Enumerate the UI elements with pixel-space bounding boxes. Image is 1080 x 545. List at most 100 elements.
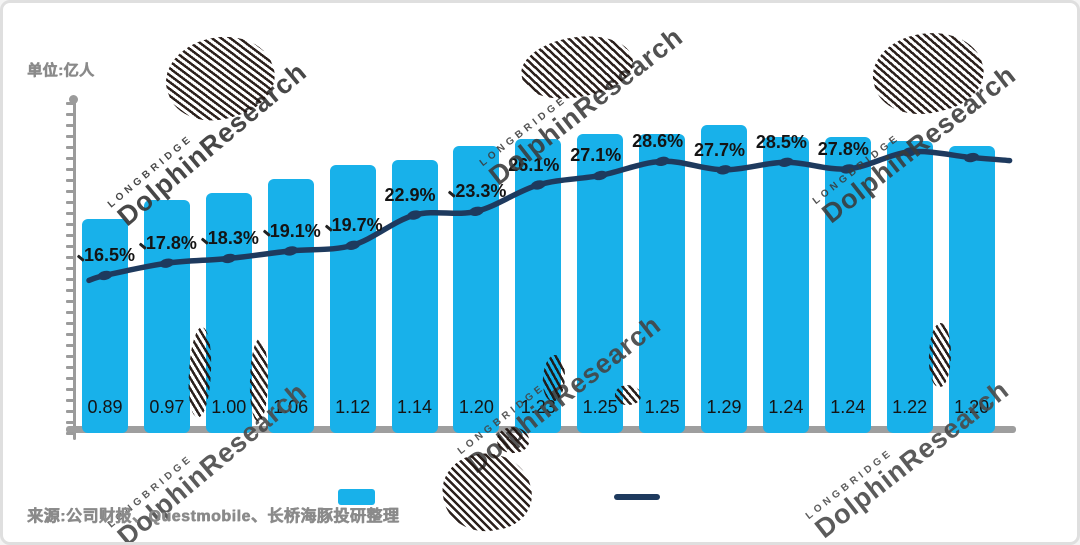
line-point-label: 22.9%	[384, 185, 436, 206]
y-axis-tick	[66, 333, 74, 336]
y-axis-tick	[66, 168, 74, 171]
line-point-label: 19.7%	[323, 215, 383, 236]
bar-value-label: 0.89	[87, 397, 123, 417]
bar	[886, 141, 933, 433]
y-axis-tick	[66, 344, 74, 347]
line-point-marker	[778, 157, 794, 167]
y-axis	[73, 98, 76, 440]
line-point-label: 23.3%	[446, 181, 506, 202]
line-point-label: 17.8%	[137, 233, 197, 254]
source-text: 来源:公司财报、Questmobile、长桥海豚投研整理	[27, 508, 400, 525]
y-axis-tick	[66, 135, 74, 138]
y-axis-tick	[66, 377, 74, 380]
y-axis-tick	[66, 102, 74, 105]
y-axis-tick	[66, 322, 74, 325]
line-point-label: 18.3%	[199, 228, 259, 249]
line-point-marker	[840, 164, 856, 174]
line-point-marker	[530, 180, 546, 190]
line-point-marker	[221, 253, 237, 264]
bar-value-label: 1.12	[335, 397, 371, 417]
label-tick-artifact	[324, 224, 333, 232]
y-axis-tick	[66, 300, 74, 303]
trend-line	[86, 147, 1013, 284]
bar	[577, 134, 624, 433]
y-axis-tick	[66, 234, 74, 237]
bar	[762, 136, 809, 433]
label-tick-artifact	[138, 242, 147, 250]
legend-bar-swatch	[338, 489, 375, 505]
bar	[143, 200, 190, 433]
bar-value-label: 1.14	[396, 397, 433, 417]
line-point-label: 28.5%	[755, 132, 807, 153]
bar-value-label: 1.29	[706, 397, 742, 417]
unit-label: 单位:亿人	[27, 62, 95, 79]
line-point-label: 26.1%	[508, 154, 560, 175]
line-point-marker	[345, 240, 360, 250]
line-point-label: 27.8%	[817, 138, 869, 159]
line-point-label: 27.7%	[694, 139, 746, 160]
line-point-label: 28.6%	[632, 131, 684, 152]
y-axis-tick	[66, 432, 74, 435]
line-point-marker	[97, 270, 113, 281]
bar-value-label: 1.25	[644, 397, 680, 417]
line-point-marker	[159, 258, 175, 268]
bar	[391, 160, 438, 433]
bar	[205, 193, 252, 433]
line-point-marker	[964, 152, 979, 163]
y-axis-tick	[66, 256, 74, 259]
bar-value-label: 1.00	[211, 397, 247, 417]
line-point-marker	[654, 156, 670, 167]
y-axis-tick	[66, 399, 74, 402]
y-axis-tick	[66, 113, 74, 116]
label-tick-artifact	[448, 190, 457, 198]
line-point-marker	[592, 170, 608, 181]
line-point-marker	[469, 206, 484, 216]
label-tick-artifact	[200, 237, 209, 245]
bar-value-label: 1.25	[582, 397, 618, 417]
label-tick-artifact	[77, 254, 85, 262]
y-axis-tick	[66, 223, 74, 226]
y-axis-tick	[66, 212, 74, 215]
bar-value-label: 1.20	[954, 397, 990, 417]
bar-value-label: 0.97	[149, 397, 185, 417]
legend-line-swatch	[614, 494, 660, 500]
bar	[453, 146, 500, 433]
bar	[701, 124, 747, 433]
y-axis-tick	[66, 146, 74, 149]
label-tick-artifact	[262, 229, 271, 237]
y-axis-tick	[66, 410, 74, 413]
bar	[82, 219, 128, 433]
line-point-marker	[716, 165, 732, 175]
y-axis-tick	[66, 278, 74, 281]
bar	[639, 134, 686, 433]
y-axis-tick	[66, 421, 74, 424]
y-axis-tick	[66, 289, 74, 292]
line-point-label: 16.5%	[75, 245, 135, 266]
bar-value-label: 1.06	[273, 397, 309, 417]
bar-value-label: 1.20	[458, 397, 494, 417]
y-axis-tick	[66, 201, 74, 204]
y-axis-tick	[66, 157, 74, 160]
bar-value-label: 1.24	[768, 397, 804, 417]
line-point-marker	[283, 246, 299, 256]
bar	[824, 136, 871, 433]
bar	[267, 179, 314, 433]
y-axis-tick	[66, 267, 74, 270]
line-point-marker	[407, 210, 422, 220]
bar-value-label: 1.23	[520, 397, 556, 417]
y-axis-tick	[66, 245, 74, 248]
bar	[329, 165, 376, 433]
y-axis-tick	[66, 179, 74, 182]
line-point-marker	[902, 147, 918, 157]
y-axis-tick	[66, 388, 74, 391]
bar-value-label: 1.22	[892, 397, 928, 417]
y-axis-tick	[66, 124, 74, 127]
bar-value-label: 1.24	[830, 397, 866, 417]
y-axis-tick	[66, 190, 74, 193]
y-axis-tick	[66, 355, 74, 358]
y-axis-tick	[66, 311, 74, 314]
y-axis-tick	[66, 366, 74, 369]
line-point-label: 27.1%	[570, 145, 622, 166]
bar	[948, 146, 995, 433]
